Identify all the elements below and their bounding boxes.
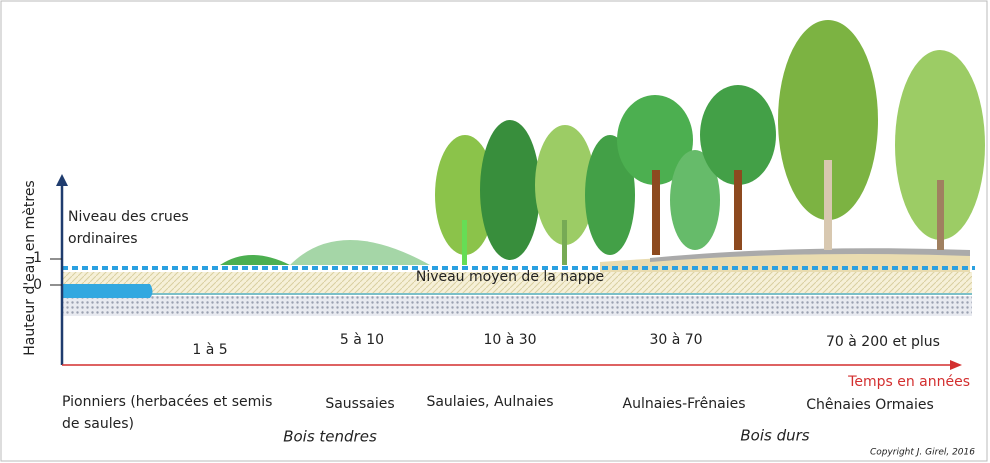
group-label: Bois durs [740,427,809,445]
time-label: Temps en années [847,374,970,390]
stage-label: Saussaies [325,396,394,412]
period: 1 à 5 [192,342,227,358]
flood-label: Niveau des crues [68,209,189,225]
vegetation [220,20,985,265]
stage-label: Pionniers (herbacées et semis [62,394,272,410]
stage-label: Saulaies, Aulnaies [426,394,553,410]
period: 5 à 10 [340,332,384,348]
water-table-label: Niveau moyen de la nappe [416,269,604,285]
stage-label: Aulnaies-Frênaies [623,396,746,412]
stage-label: de saules) [62,416,134,432]
period: 10 à 30 [483,332,536,348]
diagram: Hauteur d'eau en mètres 1 0 Niveau des c… [0,0,990,463]
period: 70 à 200 et plus [826,334,940,350]
copyright: Copyright J. Girel, 2016 [870,448,975,458]
tick-label: 0 [33,277,42,293]
period: 30 à 70 [649,332,702,348]
x-arrow [950,360,962,370]
stage-label: Chênaies Ormaies [806,397,934,413]
group-label: Bois tendres [283,428,377,446]
axis-label: Hauteur d'eau en mètres [22,180,38,355]
y-arrow [56,174,68,186]
flood-label: ordinaires [68,231,138,247]
tick-label: 1 [33,250,42,266]
